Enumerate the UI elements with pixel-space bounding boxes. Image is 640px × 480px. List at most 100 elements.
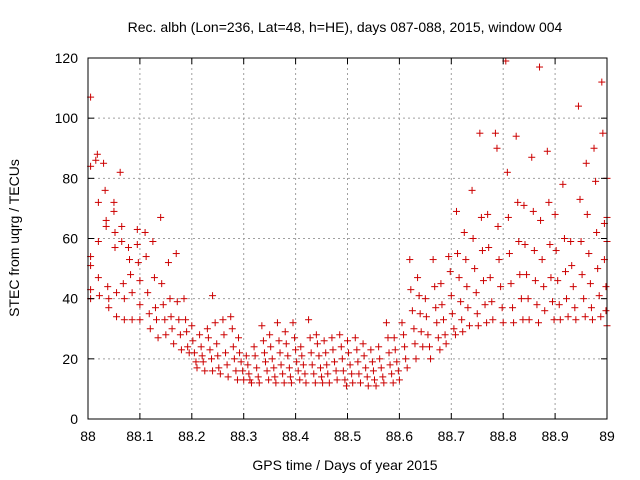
- data-point: [312, 331, 320, 339]
- data-point: [362, 364, 370, 372]
- data-point: [204, 334, 212, 342]
- data-point: [577, 238, 585, 246]
- data-point: [235, 334, 243, 342]
- data-point: [545, 198, 553, 206]
- data-point: [552, 247, 560, 255]
- data-point: [273, 319, 281, 327]
- data-point: [279, 370, 287, 378]
- data-point: [359, 340, 367, 348]
- data-point: [219, 316, 227, 324]
- data-point: [332, 367, 340, 375]
- data-point: [368, 358, 376, 366]
- data-point: [345, 349, 353, 357]
- data-point: [525, 316, 533, 324]
- data-point: [245, 370, 253, 378]
- data-point: [375, 343, 383, 351]
- data-point: [94, 274, 102, 282]
- chart-title: Rec. albh (Lon=236, Lat=48, h=HE), days …: [128, 19, 563, 35]
- data-point: [364, 382, 372, 390]
- data-point: [110, 198, 118, 206]
- data-point: [298, 352, 306, 360]
- data-point: [176, 331, 184, 339]
- data-point: [192, 358, 200, 366]
- data-point: [528, 153, 536, 161]
- data-point: [445, 253, 453, 261]
- data-point: [486, 274, 494, 282]
- data-point: [301, 370, 309, 378]
- data-point: [458, 316, 466, 324]
- data-point: [209, 367, 217, 375]
- data-point: [173, 298, 181, 306]
- data-point: [473, 310, 481, 318]
- data-point: [541, 307, 549, 315]
- y-tick-label: 40: [62, 291, 78, 307]
- data-point: [146, 325, 154, 333]
- data-point: [280, 379, 288, 387]
- data-point: [469, 235, 477, 242]
- data-point: [136, 277, 144, 285]
- data-point: [400, 331, 408, 339]
- data-point: [370, 376, 378, 384]
- x-tick-label: 88.5: [334, 428, 361, 444]
- data-point: [151, 304, 159, 312]
- data-point: [411, 340, 419, 348]
- data-point: [118, 222, 126, 230]
- data-point: [585, 250, 593, 258]
- data-point: [360, 352, 368, 360]
- data-point: [422, 313, 430, 321]
- data-point: [297, 343, 305, 351]
- data-point: [104, 283, 112, 291]
- data-point: [319, 379, 327, 387]
- data-point: [172, 250, 180, 258]
- data-point: [313, 340, 321, 348]
- data-point: [247, 379, 255, 387]
- data-point: [277, 361, 285, 369]
- x-tick-label: 89: [599, 428, 615, 444]
- data-point: [554, 277, 562, 285]
- data-point: [436, 346, 444, 354]
- data-point: [94, 238, 102, 246]
- data-point: [424, 331, 432, 339]
- data-point: [289, 319, 297, 327]
- data-point: [203, 325, 211, 333]
- y-tick-label: 120: [55, 50, 79, 66]
- data-point: [568, 262, 576, 270]
- data-point: [223, 361, 231, 369]
- data-point: [540, 283, 548, 291]
- data-point: [514, 198, 522, 206]
- data-point: [259, 337, 267, 345]
- data-point: [433, 319, 441, 327]
- data-point: [299, 361, 307, 369]
- data-point: [102, 222, 110, 230]
- data-point: [495, 256, 503, 264]
- data-point: [407, 286, 415, 294]
- data-point: [419, 343, 427, 351]
- data-point: [556, 316, 564, 324]
- data-point: [431, 283, 439, 291]
- data-point: [594, 265, 602, 273]
- data-point: [344, 337, 351, 345]
- data-point: [450, 325, 458, 333]
- data-point: [116, 168, 124, 176]
- data-point: [367, 346, 375, 354]
- data-point: [515, 238, 523, 246]
- data-point: [563, 295, 571, 303]
- data-point: [510, 319, 518, 327]
- data-point: [474, 322, 482, 330]
- data-point: [144, 289, 152, 297]
- data-point: [476, 129, 484, 137]
- data-point: [543, 147, 551, 155]
- data-point: [276, 349, 284, 357]
- y-axis-label: STEC from uqrg / TECUs: [6, 159, 22, 317]
- data-point: [322, 349, 330, 357]
- data-point: [331, 358, 339, 366]
- data-point: [509, 304, 517, 312]
- data-point: [229, 343, 237, 351]
- data-point: [105, 304, 113, 312]
- data-point: [597, 313, 605, 321]
- grid-lines: [88, 58, 607, 419]
- data-point: [244, 361, 252, 369]
- data-point: [587, 304, 595, 312]
- data-point: [417, 328, 425, 336]
- data-point: [317, 364, 325, 372]
